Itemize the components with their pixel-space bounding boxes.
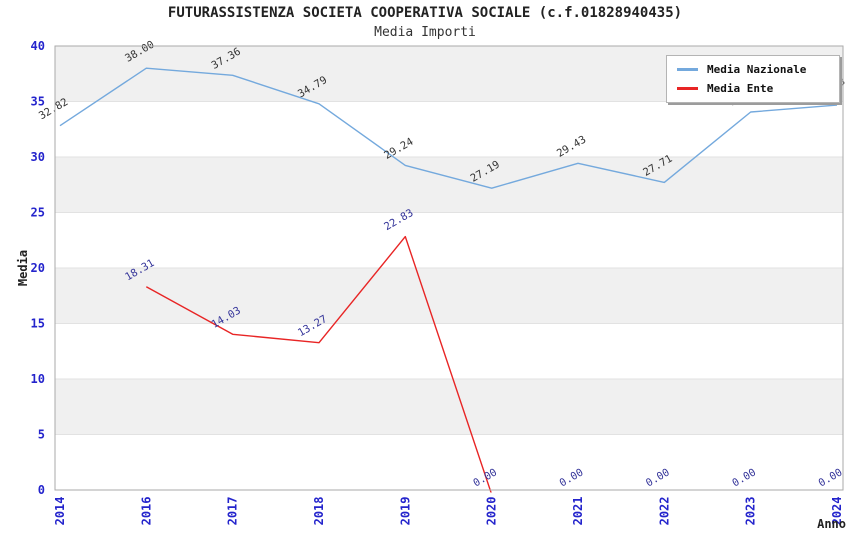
svg-text:2016: 2016 [139,497,153,526]
svg-text:10: 10 [31,372,45,386]
svg-text:2021: 2021 [571,497,585,526]
legend-label: Media Nazionale [707,63,807,76]
svg-text:Anno: Anno [817,517,846,531]
svg-text:0: 0 [38,483,45,497]
svg-text:5: 5 [38,428,45,442]
legend-label: Media Ente [707,82,774,95]
svg-text:2024: 2024 [830,497,844,526]
svg-text:Media: Media [16,250,30,286]
media-ente-line-swatch-icon [677,87,698,90]
legend-item-media-ente: Media Ente [677,82,829,95]
legend-box: Media Nazionale Media Ente [666,55,840,103]
media-nazionale-line-swatch-icon [677,68,698,71]
svg-text:2014: 2014 [53,497,67,526]
svg-text:2022: 2022 [657,497,671,526]
svg-text:15: 15 [31,317,45,331]
svg-text:40: 40 [31,39,45,53]
svg-text:2020: 2020 [485,497,499,526]
chart-subtitle: Media Importi [374,25,476,40]
svg-text:2018: 2018 [312,497,326,526]
legend-item-media-nazionale: Media Nazionale [677,63,829,76]
svg-text:20: 20 [31,261,45,275]
svg-text:35: 35 [31,95,45,109]
svg-text:25: 25 [31,206,45,220]
svg-text:2023: 2023 [744,497,758,526]
chart-title: FUTURASSISTENZA SOCIETA COOPERATIVA SOCI… [167,5,683,21]
svg-text:30: 30 [31,150,45,164]
svg-text:2019: 2019 [398,497,412,526]
svg-text:2017: 2017 [226,497,240,526]
